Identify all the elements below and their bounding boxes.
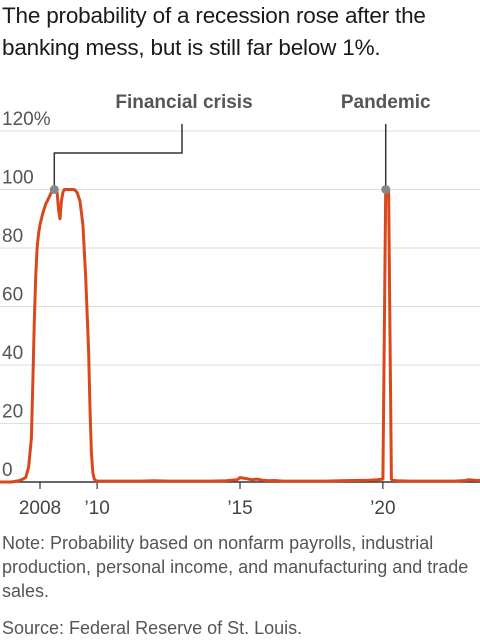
- chart-title: The probability of a recession rose afte…: [2, 3, 426, 60]
- x-tick-label: ’10: [84, 498, 109, 519]
- financial-crisis-marker: [49, 185, 59, 194]
- annotation-financial-crisis: Financial crisis: [115, 92, 252, 113]
- x-axis: 2008 ’10 ’15 ’20: [0, 481, 480, 519]
- y-tick-label: 120%: [2, 109, 51, 130]
- x-tick-label: 2008: [19, 498, 61, 519]
- x-tick-label: ’20: [370, 498, 395, 519]
- y-tick-label: 20: [2, 402, 23, 423]
- series-line-0: [0, 188, 480, 484]
- annotations: Financial crisis Pandemic: [53, 92, 431, 190]
- y-tick-label: 40: [2, 343, 23, 364]
- annotation-pandemic: Pandemic: [341, 92, 431, 113]
- x-tick-label: ’15: [227, 498, 252, 519]
- y-gridlines: [0, 130, 480, 424]
- recession-probability-chart: 0 20 40 60 80 100 120% 2008 ’10 ’15 ’20 Financial…: [0, 92, 480, 519]
- y-tick-label: 80: [2, 226, 23, 247]
- financial-crisis-leader: [53, 124, 183, 190]
- y-tick-label: 100: [2, 168, 34, 189]
- pandemic-marker: [381, 185, 391, 194]
- y-tick-label: 0: [2, 460, 13, 481]
- y-tick-label: 60: [2, 285, 23, 306]
- y-tick-labels: 0 20 40 60 80 100 120%: [2, 109, 51, 481]
- chart-note: Note: Probability based on nonfarm payro…: [2, 533, 469, 601]
- chart-source: Source: Federal Reserve of St. Louis.: [2, 618, 303, 638]
- annotation-markers: [49, 185, 391, 194]
- data-series: [0, 188, 480, 484]
